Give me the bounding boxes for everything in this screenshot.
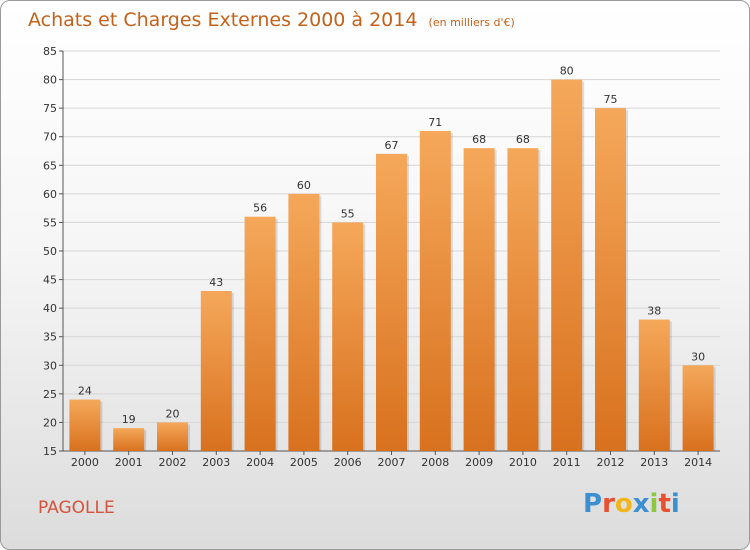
x-tick-label: 2014 xyxy=(684,456,712,469)
y-tick-label: 20 xyxy=(43,416,57,429)
y-tick-label: 15 xyxy=(43,445,57,458)
value-labels: 24 19 20 43 56 60 55 67 71 68 68 80 75 38 30 xyxy=(78,65,705,427)
x-tick-label: 2012 xyxy=(597,456,625,469)
bar xyxy=(638,319,670,451)
bar xyxy=(463,148,495,451)
x-tick-label: 2010 xyxy=(509,456,537,469)
bar xyxy=(113,428,145,451)
value-label: 56 xyxy=(253,202,267,215)
logo-letter: r xyxy=(602,489,615,519)
y-tick-label: 45 xyxy=(43,274,57,287)
bar xyxy=(551,79,583,452)
bars xyxy=(69,79,716,452)
x-tick-label: 2004 xyxy=(246,456,274,469)
bar xyxy=(69,399,101,451)
bar xyxy=(157,422,188,451)
y-tick-label: 75 xyxy=(43,102,57,115)
value-label: 19 xyxy=(122,413,136,426)
value-label: 38 xyxy=(647,305,661,318)
x-tick-label: 2001 xyxy=(115,456,143,469)
x-tick-label: 2002 xyxy=(159,456,187,469)
bar xyxy=(288,193,320,451)
y-tick-label: 25 xyxy=(43,388,57,401)
proxiti-logo: Proxiti xyxy=(583,489,680,519)
y-tick-labels: 15 20 25 30 35 40 45 50 55 60 65 70 75 80 85 xyxy=(43,45,57,458)
y-tick-label: 60 xyxy=(43,188,57,201)
logo-letter: o xyxy=(614,489,633,519)
x-tick-label: 2013 xyxy=(640,456,668,469)
value-label: 67 xyxy=(385,139,399,152)
logo-letter: x xyxy=(632,489,650,519)
chart-unit: (en milliers d'€) xyxy=(428,16,515,29)
bar xyxy=(376,153,407,451)
x-tick-label: 2003 xyxy=(202,456,230,469)
x-tick-label: 2007 xyxy=(378,456,406,469)
chart-title: Achats et Charges Externes 2000 à 2014 (… xyxy=(28,9,515,31)
value-label: 68 xyxy=(516,133,530,146)
x-tick-label: 2011 xyxy=(553,456,581,469)
bar xyxy=(332,222,364,451)
logo-letter: t xyxy=(658,489,671,519)
logo-letter: i xyxy=(670,489,680,519)
bar xyxy=(244,216,276,451)
bar xyxy=(682,365,714,451)
value-label: 75 xyxy=(604,93,618,106)
y-tick-label: 35 xyxy=(43,331,57,344)
x-tick-label: 2000 xyxy=(71,456,99,469)
y-tick-label: 85 xyxy=(43,45,57,58)
value-label: 55 xyxy=(341,207,355,220)
value-label: 30 xyxy=(691,350,705,363)
y-tick-label: 30 xyxy=(43,359,57,372)
chart-title-text: Achats et Charges Externes 2000 à 2014 xyxy=(28,9,418,31)
y-tick-label: 65 xyxy=(43,159,57,172)
x-tick-label: 2008 xyxy=(421,456,449,469)
x-tick-label: 2009 xyxy=(465,456,493,469)
bar xyxy=(507,148,539,451)
commune-name: PAGOLLE xyxy=(38,498,115,518)
value-label: 71 xyxy=(428,116,442,129)
bar xyxy=(419,131,451,451)
logo-letter: P xyxy=(583,489,603,519)
y-tick-label: 50 xyxy=(43,245,57,258)
value-label: 20 xyxy=(166,407,180,420)
x-tick-label: 2005 xyxy=(290,456,318,469)
y-tick-label: 70 xyxy=(43,131,57,144)
y-tick-label: 40 xyxy=(43,302,57,315)
logo-letter: i xyxy=(649,489,659,519)
value-label: 68 xyxy=(472,133,486,146)
bar xyxy=(200,291,232,451)
x-tick-label: 2006 xyxy=(334,456,362,469)
value-label: 80 xyxy=(560,65,574,78)
y-tick-label: 55 xyxy=(43,216,57,229)
value-label: 60 xyxy=(297,179,311,192)
y-tick-label: 80 xyxy=(43,74,57,87)
bar xyxy=(595,108,626,452)
x-tick-labels: 2000 2001 2002 2003 2004 2005 2006 2007 2008 2009… xyxy=(71,451,712,469)
value-label: 43 xyxy=(209,276,223,289)
value-label: 24 xyxy=(78,385,92,398)
